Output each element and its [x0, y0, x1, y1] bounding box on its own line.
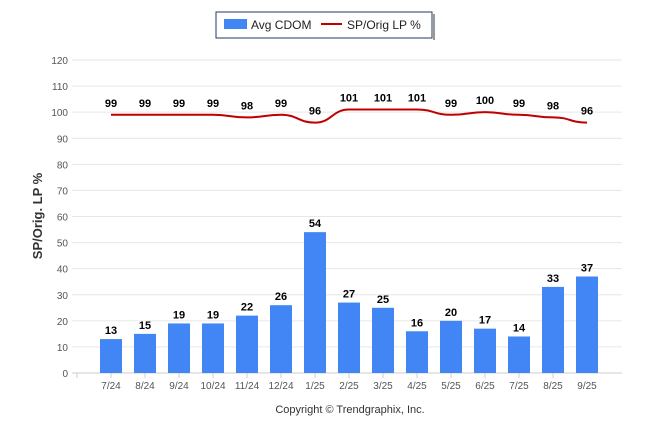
bar-data-label: 17 [479, 315, 491, 327]
line-data-label: 99 [445, 98, 457, 110]
x-tick-label: 3/25 [373, 381, 393, 392]
y-tick-label: 20 [57, 317, 69, 328]
x-tick-label: 4/25 [407, 381, 427, 392]
bar [542, 286, 564, 373]
y-tick-label: 120 [51, 56, 68, 67]
bar-data-label: 27 [343, 289, 355, 301]
bar-data-label: 22 [241, 302, 253, 314]
bar [338, 302, 360, 373]
bar [304, 232, 326, 373]
y-tick-label: 60 [57, 213, 69, 224]
y-tick-label: 110 [52, 82, 68, 93]
bar-data-label: 54 [309, 218, 322, 230]
y-tick-label: 0 [62, 369, 68, 380]
legend-bar-swatch [224, 19, 247, 29]
legend: Avg CDOM SP/Orig LP % [215, 11, 435, 40]
x-tick-label: 7/25 [509, 381, 529, 392]
x-tick-label: 6/25 [475, 381, 495, 392]
x-tick-label: 8/25 [543, 381, 563, 392]
bar [202, 323, 224, 373]
bar [406, 331, 428, 373]
line-data-label: 98 [547, 100, 559, 112]
bar [440, 320, 462, 373]
bar-data-label: 19 [207, 309, 219, 321]
x-tick-label: 12/24 [268, 381, 293, 392]
x-tick-label: 7/24 [101, 381, 121, 392]
y-tick-label: 80 [57, 160, 69, 171]
y-tick-label: 30 [57, 291, 69, 302]
line-series [111, 108, 588, 124]
bar [168, 323, 190, 373]
x-tick-label: 2/25 [339, 381, 359, 392]
y-axis-title: SP/Orig. LP % [30, 172, 45, 259]
bar [236, 315, 258, 373]
line-data-label: 99 [513, 98, 525, 110]
bar-data-label: 16 [411, 317, 423, 329]
line-data-label: 99 [207, 98, 219, 110]
x-tick-label: 1/25 [305, 381, 325, 392]
bar-data-label: 14 [513, 322, 526, 334]
bar-data-label: 13 [105, 325, 117, 337]
bar [270, 305, 292, 373]
bar [134, 333, 156, 373]
line-data-label: 99 [173, 98, 185, 110]
y-tick-label: 90 [57, 134, 69, 145]
bar-data-label: 25 [377, 294, 389, 306]
x-tick-label: 9/25 [577, 381, 597, 392]
y-tick-label: 100 [51, 108, 68, 119]
bar-data-label: 37 [581, 262, 593, 274]
line-data-label: 101 [340, 93, 358, 105]
y-tick-label: 40 [57, 265, 69, 276]
bar [372, 307, 394, 373]
bar [100, 339, 122, 373]
line-data-label: 96 [581, 106, 593, 118]
line-data-label: 99 [105, 98, 117, 110]
y-tick-label: 50 [57, 239, 69, 250]
x-tick-label: 9/24 [169, 381, 189, 392]
x-tick-label: 5/25 [441, 381, 461, 392]
legend-shadow [433, 14, 435, 40]
y-tick-label: 10 [57, 343, 69, 354]
bar-data-label: 15 [139, 320, 151, 332]
line-data-label: 99 [139, 98, 151, 110]
x-tick-label: 8/24 [135, 381, 155, 392]
line-data-label: 101 [408, 93, 426, 105]
copyright-footer: Copyright © Trendgraphix, Inc. [275, 404, 424, 416]
bar-data-label: 19 [173, 309, 185, 321]
bar [576, 276, 598, 373]
bar [508, 336, 530, 373]
bar-data-label: 33 [547, 273, 559, 285]
line-data-label: 101 [374, 93, 392, 105]
bar-data-label: 20 [445, 307, 457, 319]
y-tick-label: 70 [57, 186, 69, 197]
line-data-label: 96 [309, 106, 321, 118]
legend-label-bar: Avg CDOM [251, 18, 311, 32]
line-data-label: 100 [476, 95, 494, 107]
x-tick-label: 11/24 [235, 381, 260, 392]
bar [474, 328, 496, 373]
bar-data-label: 26 [275, 291, 287, 303]
line-data-label: 98 [241, 100, 253, 112]
x-tick-label: 10/24 [200, 381, 225, 392]
line-data-label: 99 [275, 98, 287, 110]
legend-label-line: SP/Orig LP % [347, 18, 421, 32]
